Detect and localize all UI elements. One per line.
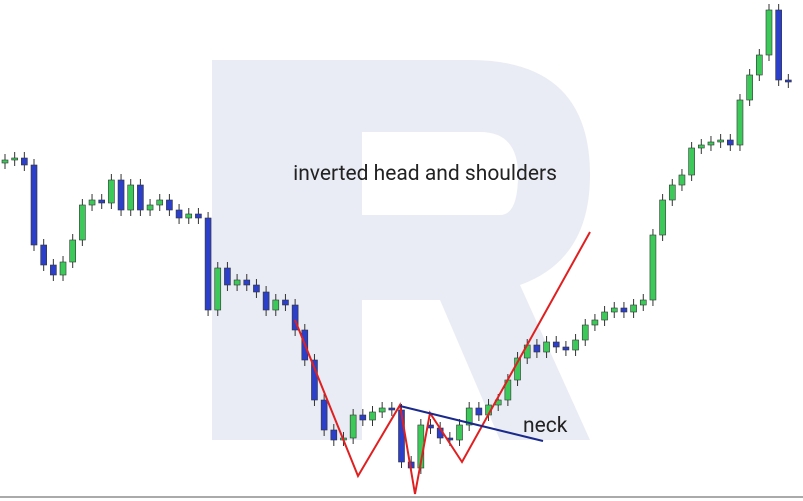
- candle-body: [214, 267, 222, 311]
- candle-body: [465, 407, 473, 426]
- candle-body: [117, 179, 125, 211]
- annotation: inverted head and shoulders: [293, 162, 557, 186]
- candle-body: [697, 144, 705, 149]
- pattern-line: [294, 231, 591, 495]
- candle-body: [40, 244, 47, 266]
- candle-body: [746, 74, 753, 101]
- watermark-bowl: [290, 60, 590, 440]
- candle-body: [601, 311, 608, 321]
- candle-body: [610, 307, 618, 313]
- candle-body: [262, 291, 270, 311]
- candle-body: [572, 339, 579, 351]
- candle-body: [717, 139, 724, 143]
- candle-body: [775, 9, 782, 81]
- candles: [1, 4, 792, 474]
- candle-body: [688, 147, 695, 176]
- candle-body: [330, 429, 338, 441]
- watermark-bar: [212, 60, 290, 440]
- candle-body: [581, 324, 589, 341]
- candle-body: [79, 204, 86, 241]
- candle-body: [785, 79, 792, 83]
- candle-body: [369, 411, 376, 421]
- candle-body: [630, 304, 637, 313]
- candle-body: [127, 184, 135, 211]
- candle-body: [233, 279, 241, 286]
- candle-body: [707, 141, 715, 146]
- candle-body: [291, 304, 299, 331]
- candle-body: [146, 204, 154, 211]
- candle-body: [320, 399, 328, 431]
- candle-body: [659, 199, 666, 236]
- candle-body: [185, 213, 193, 219]
- candle-body: [378, 407, 386, 413]
- candle-body: [175, 209, 183, 219]
- candle-body: [668, 184, 676, 201]
- candle-body: [388, 407, 396, 411]
- candle-body: [224, 267, 231, 286]
- candle-body: [108, 179, 115, 204]
- candle-body: [11, 157, 18, 161]
- candle-body: [88, 199, 96, 206]
- annotation: neck: [523, 414, 568, 438]
- candle-body: [195, 213, 202, 219]
- candle-body: [282, 299, 289, 306]
- candle-body: [543, 341, 550, 353]
- candle-body: [156, 199, 164, 206]
- candle-body: [678, 174, 686, 186]
- candle-body: [272, 299, 280, 311]
- candle-body: [204, 217, 212, 311]
- candle-body: [736, 99, 744, 146]
- candle-body: [552, 341, 560, 348]
- candle-body: [59, 261, 67, 276]
- candle-body: [21, 157, 28, 166]
- neckline: [399, 405, 544, 442]
- candle-body: [756, 54, 763, 76]
- candle-body: [253, 284, 260, 293]
- candle-body: [137, 184, 144, 211]
- candle-body: [475, 407, 483, 416]
- candle-body: [30, 164, 38, 246]
- candle-body: [649, 234, 657, 301]
- candle-body: [98, 199, 106, 204]
- candle-body: [50, 264, 57, 276]
- candle-body: [69, 239, 76, 263]
- candle-body: [166, 199, 173, 211]
- candle-body: [456, 424, 463, 441]
- candle-body: [639, 299, 647, 306]
- candle-body: [620, 307, 628, 313]
- candle-body: [591, 319, 599, 326]
- candle-body: [562, 346, 570, 351]
- candle-body: [727, 139, 734, 146]
- candle-body: [311, 359, 318, 401]
- candle-body: [765, 9, 773, 56]
- candle-body: [243, 279, 251, 286]
- watermark: [212, 60, 590, 440]
- candle-body: [359, 414, 367, 421]
- candle-body: [533, 344, 541, 353]
- candle-body: [349, 414, 357, 439]
- candle-body: [1, 159, 9, 164]
